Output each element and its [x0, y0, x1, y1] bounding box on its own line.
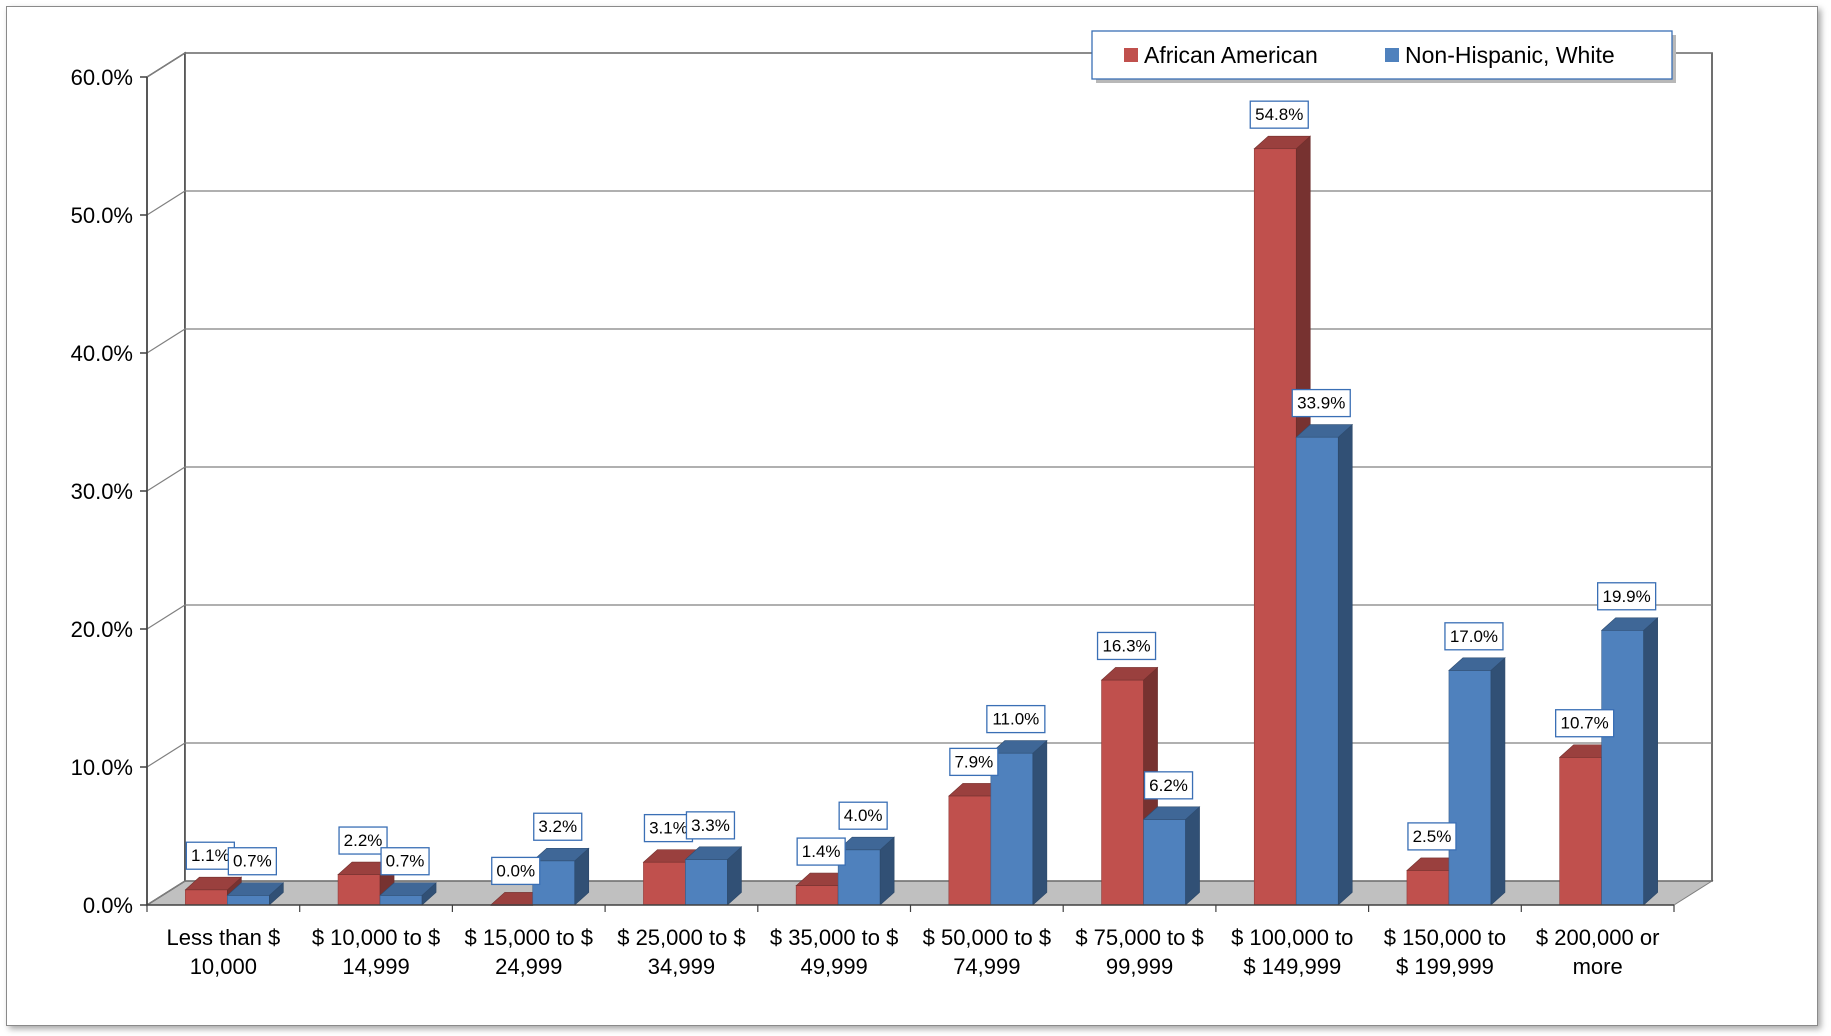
data-label: 7.9%: [949, 747, 999, 777]
svg-text:33.9%: 33.9%: [1297, 394, 1345, 413]
svg-text:17.0%: 17.0%: [1450, 627, 1498, 646]
x-axis: Less than $10,000 $ 10,000 to $14,999 $ 15…: [146, 904, 1675, 979]
legend-item: Non-Hispanic, White: [1385, 42, 1615, 68]
bar-non-hispanic-white: [990, 739, 1048, 906]
bar-non-hispanic-white: [1448, 657, 1506, 906]
legend-box: [1091, 30, 1673, 80]
chart-frame: 1.1% 0.7% 2.2% 0.7% 0.0% 3.2% 3.1% 3.3% 1.4% 4.0%…: [6, 6, 1818, 1026]
x-tick-label: $ 200,000 or more: [1536, 925, 1660, 979]
svg-text:0.0%: 0.0%: [496, 861, 535, 880]
gridline: [146, 466, 1712, 492]
data-label: 0.7%: [380, 847, 430, 876]
legend-label: African American: [1144, 42, 1318, 68]
data-label: 0.7%: [227, 847, 278, 876]
y-axis: 0.0% 10.0% 20.0% 30.0% 40.0% 50.0% 60.0%: [71, 65, 148, 918]
data-label: 16.3%: [1096, 631, 1157, 661]
svg-text:10.7%: 10.7%: [1561, 714, 1609, 733]
x-tick-label: $ 100,000 to $ 149,999: [1231, 925, 1353, 979]
svg-text:3.1%: 3.1%: [649, 819, 688, 838]
gridline: [146, 604, 1712, 630]
x-tick-label: $ 25,000 to $34,999: [617, 925, 745, 979]
svg-text:11.0%: 11.0%: [992, 710, 1039, 729]
y-tick-label: 0.0%: [83, 893, 133, 918]
x-tick-label: $ 150,000 to $ 199,999: [1384, 925, 1506, 979]
svg-text:3.2%: 3.2%: [538, 817, 577, 836]
bar-non-hispanic-white: [226, 882, 285, 906]
data-label: 2.5%: [1407, 822, 1457, 851]
x-tick-label: Less than $10,000: [166, 925, 280, 979]
y-tick-label: 30.0%: [71, 479, 133, 504]
bar-chart: 1.1% 0.7%2.2%0.7%0.0%3.2% 3.1% 3.3%1.4%4.0%…: [71, 30, 1714, 979]
data-label: 1.4%: [796, 837, 846, 866]
data-label: 10.7%: [1555, 709, 1615, 738]
svg-text:3.3%: 3.3%: [691, 816, 730, 835]
gridline: [146, 190, 1712, 216]
svg-text:1.1%: 1.1%: [191, 846, 230, 865]
data-label: 19.9%: [1597, 582, 1657, 611]
data-label: 54.8%: [1249, 100, 1309, 129]
bar-non-hispanic-white: [684, 846, 743, 906]
bar-non-hispanic-white: [379, 882, 437, 906]
svg-text:2.5%: 2.5%: [1413, 827, 1452, 846]
y-tick-label: 60.0%: [71, 65, 133, 90]
svg-text:54.8%: 54.8%: [1255, 105, 1303, 124]
y-tick-label: 10.0%: [71, 755, 133, 780]
data-label: 0.0%: [491, 856, 541, 886]
bars: [184, 135, 1659, 906]
svg-text:0.7%: 0.7%: [386, 852, 425, 871]
legend-item: African American: [1124, 42, 1318, 68]
svg-text:0.7%: 0.7%: [233, 852, 272, 871]
svg-text:19.9%: 19.9%: [1603, 587, 1651, 606]
gridline: [146, 880, 1712, 906]
data-label: 4.0%: [838, 801, 888, 830]
data-label: 3.2%: [533, 812, 583, 841]
x-tick-label: $ 15,000 to $24,999: [465, 925, 593, 979]
bar-non-hispanic-white: [1142, 806, 1201, 906]
data-label: 3.1%: [643, 813, 694, 843]
legend: African American Non-Hispanic, White: [1091, 30, 1676, 83]
data-label: 17.0%: [1444, 622, 1504, 651]
svg-text:1.4%: 1.4%: [802, 842, 841, 861]
legend-label: Non-Hispanic, White: [1405, 42, 1615, 68]
data-label: 33.9%: [1291, 388, 1351, 418]
svg-text:2.2%: 2.2%: [344, 831, 383, 850]
data-labels: 1.1% 0.7%2.2%0.7%0.0%3.2% 3.1% 3.3%1.4%4.0%…: [185, 100, 1657, 886]
svg-text:7.9%: 7.9%: [954, 752, 993, 771]
data-label: 2.2%: [338, 826, 388, 855]
bar-non-hispanic-white: [531, 847, 590, 906]
y-tick-label: 20.0%: [71, 617, 133, 642]
svg-text:16.3%: 16.3%: [1102, 636, 1150, 655]
legend-swatch: [1385, 48, 1399, 62]
data-label: 6.2%: [1143, 771, 1194, 800]
bar-non-hispanic-white: [837, 836, 895, 906]
svg-text:4.0%: 4.0%: [844, 806, 883, 825]
y-tick-label: 40.0%: [71, 341, 133, 366]
data-label: 1.1%: [185, 841, 236, 870]
x-tick-label: $ 10,000 to $14,999: [312, 925, 440, 979]
x-tick-label: $ 35,000 to $49,999: [770, 925, 898, 979]
data-label: 11.0%: [986, 704, 1046, 734]
gridline: [146, 328, 1712, 354]
bar-non-hispanic-white: [1295, 423, 1354, 906]
svg-text:6.2%: 6.2%: [1149, 776, 1188, 795]
x-tick-label: $ 50,000 to $74,999: [923, 925, 1051, 979]
y-tick-label: 50.0%: [71, 203, 133, 228]
legend-swatch: [1124, 48, 1138, 62]
x-tick-label: $ 75,000 to $99,999: [1075, 925, 1203, 979]
bar-non-hispanic-white: [1600, 617, 1659, 906]
data-label: 3.3%: [685, 811, 736, 840]
gridline: [146, 742, 1712, 768]
